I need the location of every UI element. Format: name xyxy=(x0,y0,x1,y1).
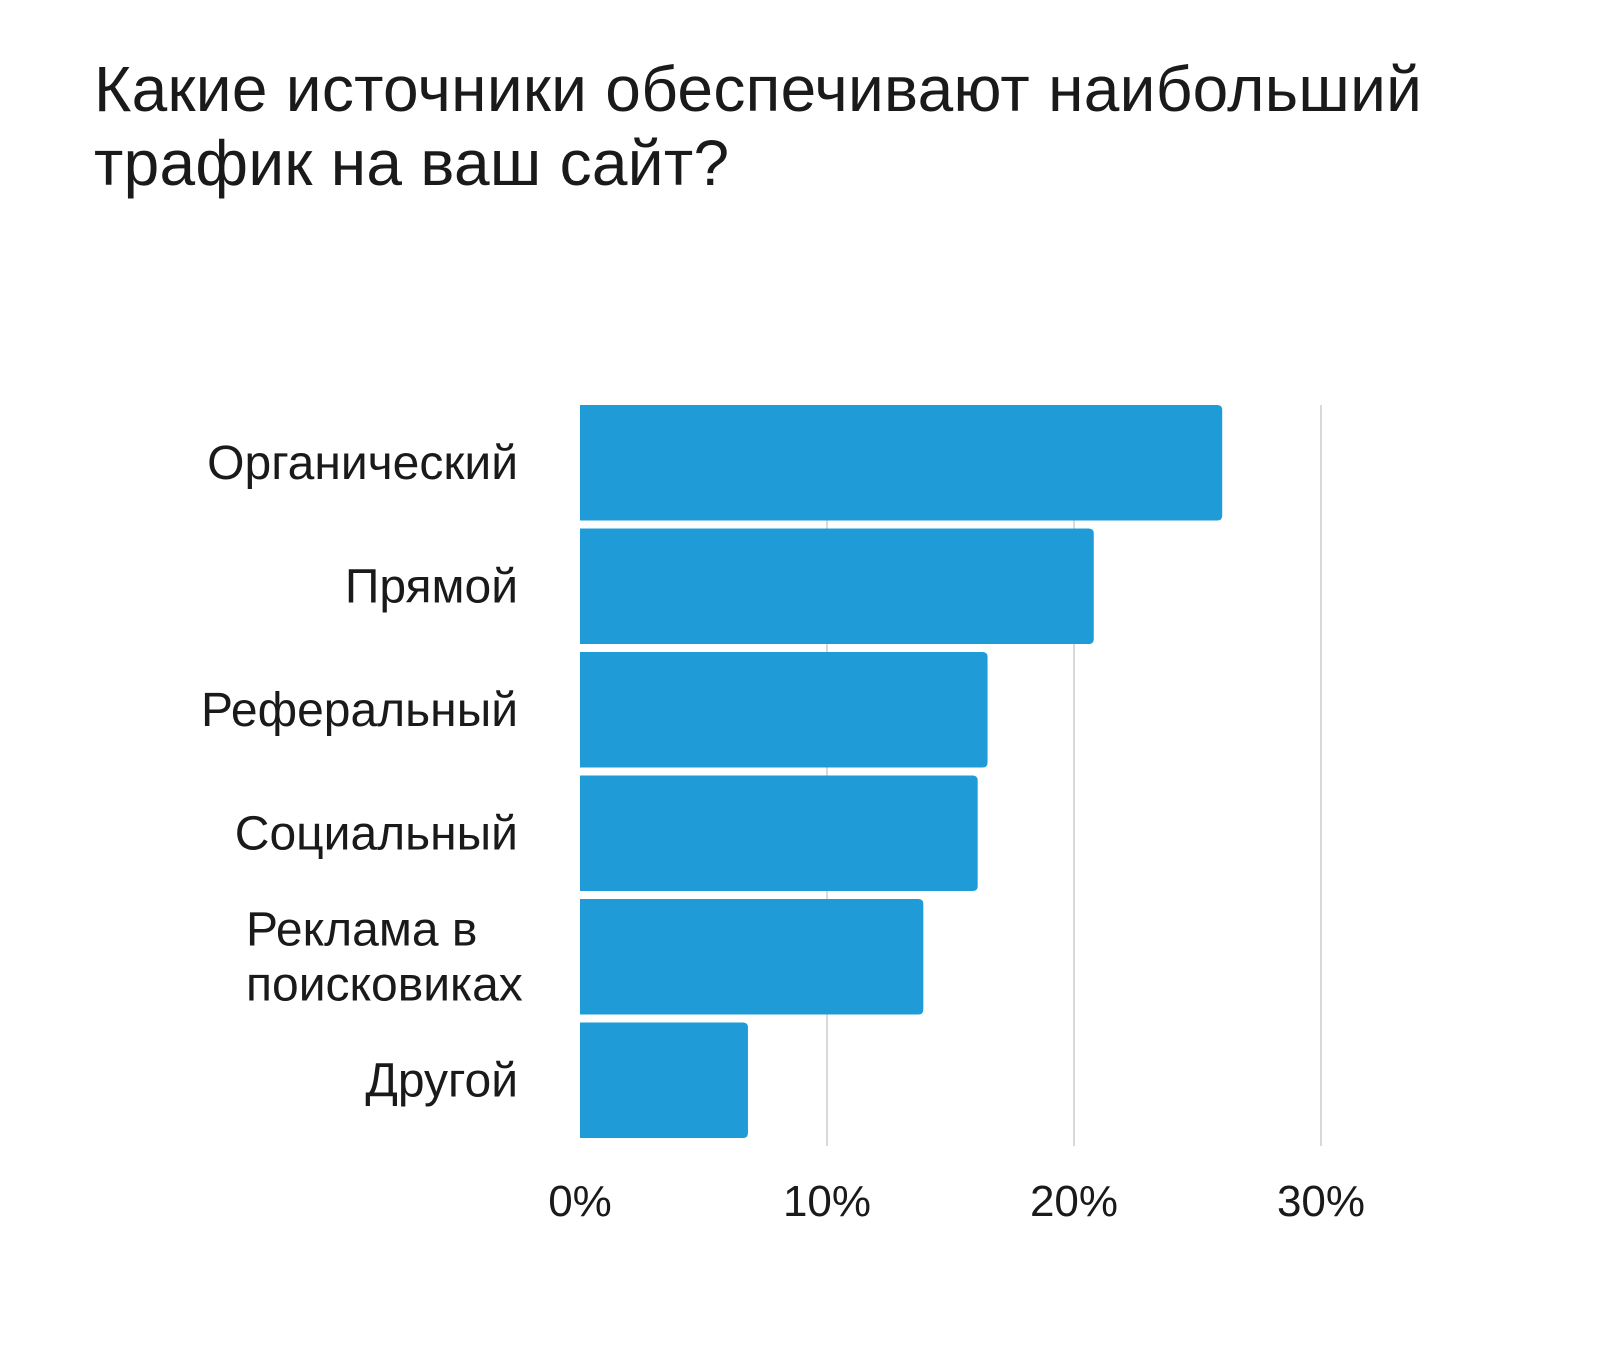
x-axis-tick-labels: 0% 10% 20% 30% xyxy=(548,1177,1365,1226)
bar xyxy=(580,528,1094,644)
bar xyxy=(580,899,924,1015)
category-label: Реклама в поисковиках xyxy=(246,903,523,1011)
bar xyxy=(580,1022,748,1138)
bar xyxy=(580,405,1223,521)
chart-title: Какие источники обеспечивают наибольший … xyxy=(94,53,1423,199)
bar xyxy=(580,775,978,891)
category-label: Органический xyxy=(207,437,518,490)
x-tick-label: 30% xyxy=(1277,1177,1365,1226)
bars xyxy=(580,405,1223,1138)
category-label: Реферальный xyxy=(201,684,518,737)
category-label: Прямой xyxy=(345,560,518,613)
category-labels: Органический Прямой Реферальный Социальный Р… xyxy=(201,437,523,1108)
x-tick-label: 10% xyxy=(783,1177,871,1226)
x-tick-label: 20% xyxy=(1030,1177,1118,1226)
category-label: Социальный xyxy=(235,807,518,860)
category-label: Другой xyxy=(365,1054,518,1107)
x-tick-label: 0% xyxy=(548,1177,612,1226)
bar xyxy=(580,652,988,768)
